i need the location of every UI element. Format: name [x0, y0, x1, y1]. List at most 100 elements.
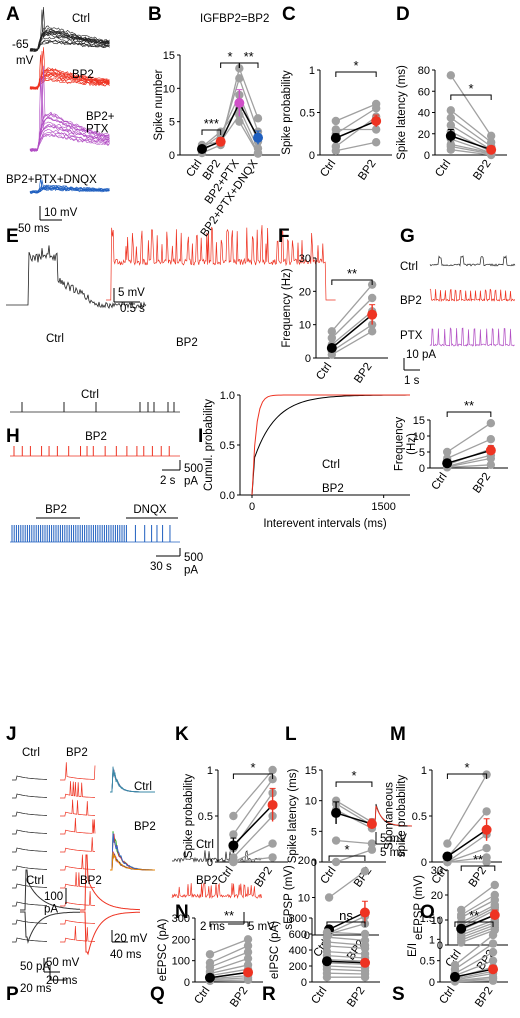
individual-point — [482, 807, 491, 816]
ptx-trace — [29, 133, 110, 152]
sig-marker: ** — [224, 908, 234, 923]
panel-h-scale-t1: 2 s — [160, 475, 176, 487]
x-tick-label: 0 — [249, 501, 255, 513]
bp2-trace — [60, 762, 96, 781]
individual-line — [450, 74, 492, 137]
ptx-trace — [29, 113, 110, 152]
y-tick-label: 1 — [421, 765, 427, 777]
x-tick-label: Ctrl — [216, 865, 236, 887]
individual-point — [331, 836, 341, 845]
individual-line — [335, 103, 377, 122]
y-tick-label: 100 — [172, 956, 190, 968]
panel-letter-c: C — [282, 4, 296, 25]
panel-i-ylabel: Cumul. probability — [203, 399, 215, 491]
mean-point — [253, 132, 263, 143]
bp2-trace — [60, 872, 96, 889]
ctrl-trace — [12, 901, 48, 907]
individual-point — [327, 350, 337, 359]
mean-point — [449, 971, 460, 982]
individual-line — [232, 769, 274, 817]
panel-letter-e: E — [6, 226, 19, 247]
y-tick-label: 300 — [172, 913, 190, 925]
individual-point — [367, 293, 377, 303]
individual-line — [209, 974, 249, 980]
mean-line — [201, 101, 259, 150]
panel-h-bp2-label: BP2 — [85, 431, 107, 443]
individual-line — [233, 843, 273, 863]
sig-marker: * — [353, 58, 358, 73]
individual-point — [360, 867, 370, 876]
panel-c-plot: 0 0.5 1 Ctrl BP2 Spike probability * — [281, 58, 392, 183]
sig-bracket — [326, 921, 366, 927]
y-tick-label: 1 — [429, 934, 435, 946]
individual-line — [454, 960, 494, 977]
mean-point — [243, 967, 254, 978]
sig-marker: * — [351, 768, 356, 783]
y-tick-label: 200 — [289, 961, 307, 973]
panel-p-ctrl-label: Ctrl — [26, 875, 44, 887]
y-tick-label: 15 — [413, 415, 425, 427]
panel-a-vm-unit: mV — [16, 55, 34, 67]
mean-line — [209, 971, 249, 979]
x-tick-label: Ctrl — [192, 985, 212, 1007]
y-tick-label: 0.5 — [300, 108, 315, 120]
panel-n-scale-t: 2 ms — [200, 921, 225, 933]
individual-point — [457, 938, 466, 947]
panel-letter-s: S — [392, 984, 405, 1005]
individual-line — [209, 957, 249, 972]
y-tick-label: 0 — [424, 150, 430, 162]
panel-p-scale-i2: 50 pA — [20, 961, 50, 973]
individual-line — [460, 894, 496, 916]
individual-line — [450, 131, 492, 153]
y-tick-label: 60 — [418, 86, 430, 98]
individual-line — [201, 107, 259, 149]
ctrl-upper-trace — [20, 869, 80, 911]
y-tick-label: 30 — [299, 253, 311, 265]
individual-point — [327, 333, 337, 343]
individual-line — [331, 284, 373, 332]
individual-point — [446, 71, 456, 80]
ctrl-trace — [171, 850, 263, 864]
bp2-trace — [60, 837, 96, 853]
individual-line — [209, 945, 249, 964]
panel-d-plot: 0 20 40 60 80 Ctrl BP2 Spike latency (ms) * — [396, 65, 507, 183]
individual-line — [326, 936, 366, 942]
y-tick-label: 600 — [289, 929, 307, 941]
individual-point — [243, 935, 253, 944]
individual-line — [454, 980, 494, 983]
individual-point — [331, 146, 341, 155]
y-axis-label: Spike probability — [183, 774, 195, 859]
bp2-trace — [60, 799, 96, 817]
bp2-trace — [29, 47, 110, 90]
mean-point — [489, 910, 500, 920]
bp2-trace — [60, 925, 96, 943]
x-tick-label: BP2 — [471, 471, 493, 496]
x-tick-label: BP2 — [471, 158, 493, 183]
y-axis-label: Frequency(Hz) — [393, 417, 418, 472]
individual-point — [322, 973, 332, 982]
individual-point — [367, 327, 377, 336]
panel-a-vm: -65 — [12, 39, 29, 51]
sig-marker: * — [468, 81, 473, 96]
individual-point — [486, 454, 496, 463]
mean-point — [481, 824, 492, 835]
individual-line — [326, 958, 366, 962]
sig-marker: ** — [469, 908, 479, 923]
sig-bracket — [460, 865, 496, 871]
individual-point — [371, 125, 381, 134]
panel-a-dnqx-label: BP2+PTX+DNQX — [6, 174, 97, 186]
individual-point — [488, 956, 498, 965]
y-tick-label: 5 — [169, 117, 175, 129]
sig-bracket — [335, 781, 373, 787]
y-axis-label: eEPSC (pA) — [157, 919, 169, 982]
y-tick-label: 0 — [419, 463, 425, 475]
mean-point — [488, 964, 499, 975]
panel-letter-m: M — [390, 724, 406, 745]
individual-point — [205, 950, 215, 959]
panel-r-plot: 0 200 400 600 800 Ctrl BP2 eIPSC (pA) ns — [269, 908, 380, 1010]
ctrl-trace — [12, 847, 48, 853]
individual-line — [447, 833, 487, 863]
panel-letter-j: J — [6, 724, 17, 745]
